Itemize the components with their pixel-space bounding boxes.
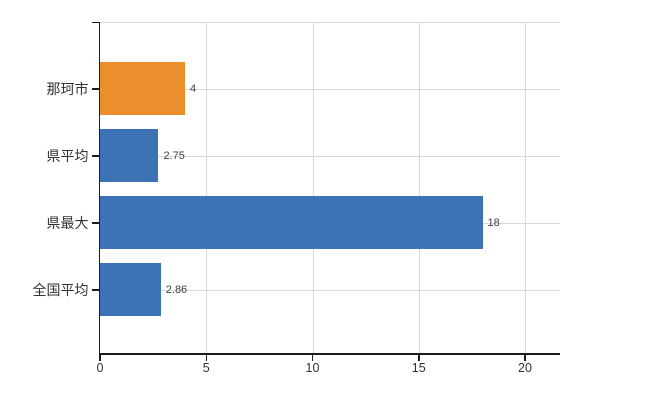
y-axis-tick bbox=[91, 222, 99, 224]
x-tick-label: 5 bbox=[202, 361, 210, 375]
y-axis-tick bbox=[91, 21, 99, 23]
x-axis-tick bbox=[205, 354, 207, 361]
x-tick-label: 20 bbox=[518, 361, 532, 375]
bar-value-label: 4 bbox=[190, 82, 197, 95]
bar bbox=[100, 263, 161, 316]
bar-value-label: 2.75 bbox=[163, 149, 185, 162]
horizontal-gridline bbox=[100, 88, 560, 90]
bar bbox=[100, 196, 483, 249]
bar-value-label: 2.86 bbox=[165, 283, 188, 296]
y-axis-tick bbox=[91, 289, 99, 291]
category-label: 県最大 bbox=[46, 214, 89, 231]
vertical-gridline bbox=[418, 22, 420, 353]
plot-area: 4 2.75 18 2.86 bbox=[100, 22, 560, 353]
horizontal-gridline bbox=[100, 289, 560, 291]
horizontal-gridline bbox=[100, 155, 560, 157]
x-axis-tick bbox=[99, 354, 101, 361]
category-label: 県平均 bbox=[46, 147, 89, 164]
x-tick-label: 10 bbox=[305, 361, 320, 375]
bar-value-label: 18 bbox=[487, 216, 500, 229]
horizontal-gridline bbox=[100, 22, 560, 23]
vertical-gridline bbox=[312, 22, 314, 353]
y-axis-tick bbox=[91, 155, 99, 157]
vertical-gridline bbox=[525, 22, 526, 353]
bar bbox=[100, 129, 159, 182]
x-tick-label: 15 bbox=[411, 361, 426, 375]
x-axis-tick bbox=[524, 354, 526, 361]
vertical-gridline bbox=[206, 22, 208, 353]
category-label: 全国平均 bbox=[32, 281, 89, 298]
x-axis-tick bbox=[418, 354, 420, 361]
y-axis-tick bbox=[91, 88, 99, 90]
x-axis-tick bbox=[311, 354, 314, 361]
x-tick-label: 0 bbox=[96, 361, 104, 375]
y-axis-line bbox=[98, 22, 100, 355]
category-label: 那珂市 bbox=[46, 80, 89, 97]
bar bbox=[100, 62, 185, 115]
x-axis-line bbox=[98, 353, 560, 355]
